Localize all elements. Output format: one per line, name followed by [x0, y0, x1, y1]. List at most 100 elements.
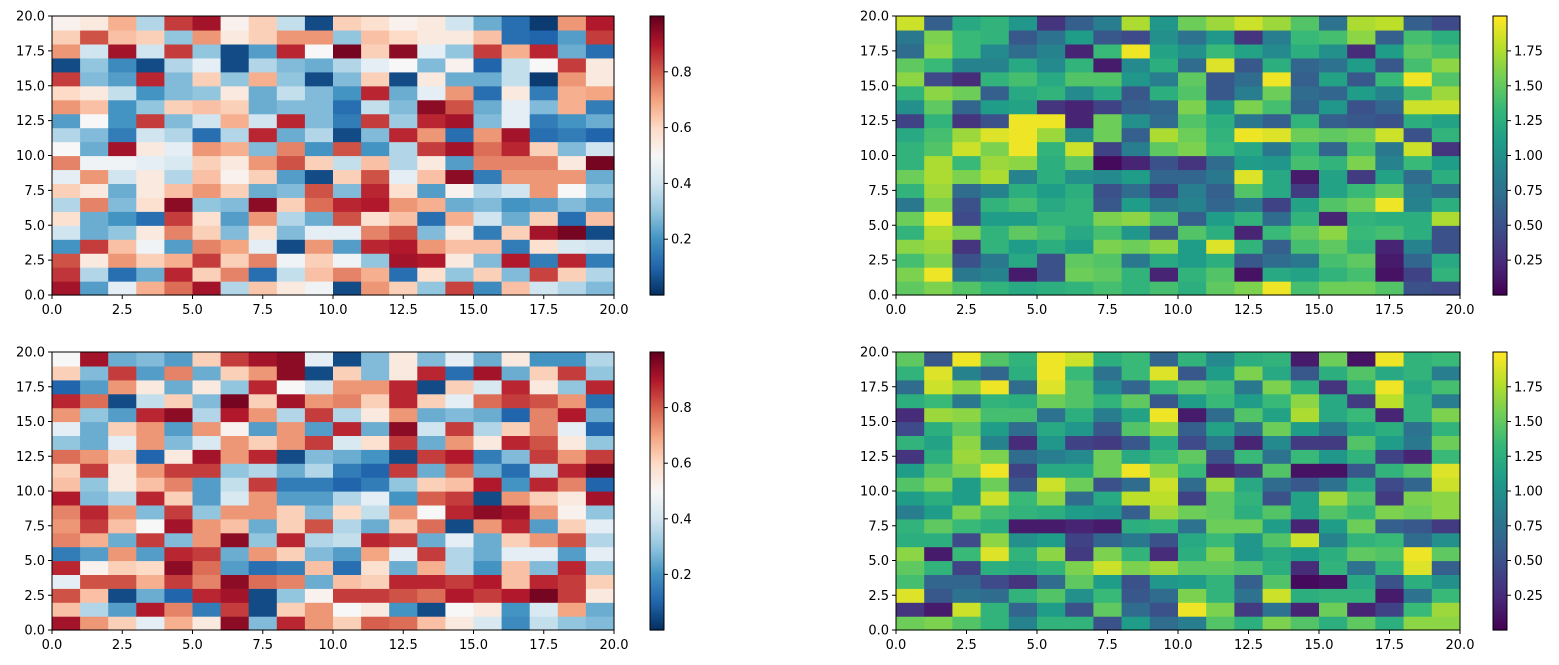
heatmap-cell — [1121, 281, 1151, 296]
heatmap-cell — [1065, 253, 1094, 268]
heatmap-cell — [248, 155, 278, 171]
heatmap-cell — [136, 407, 165, 423]
x-tick-label: 10.0 — [319, 638, 348, 653]
heatmap-cell — [1347, 435, 1376, 450]
colorbar-segment — [650, 99, 664, 103]
heatmap-cell — [1375, 463, 1405, 478]
colorbar-segment — [1493, 69, 1507, 73]
heatmap-cell — [1347, 183, 1376, 198]
heatmap-cell — [1319, 225, 1348, 240]
heatmap-cell — [1234, 43, 1264, 59]
heatmap-cell — [80, 169, 109, 184]
heatmap-cell — [108, 588, 137, 603]
heatmap-cell — [108, 141, 137, 157]
colorbar-segment — [1493, 555, 1507, 559]
heatmap-cell — [220, 16, 250, 31]
heatmap-cell — [1262, 141, 1292, 157]
heatmap-cell — [1149, 253, 1179, 268]
heatmap-cell — [220, 99, 250, 115]
heatmap-cell — [304, 616, 334, 631]
heatmap-cell — [333, 435, 362, 450]
heatmap-cell — [164, 352, 194, 367]
heatmap-cell — [1206, 435, 1235, 450]
colorbar-segment — [650, 451, 664, 455]
colorbar-segment — [1493, 569, 1507, 573]
colorbar-segment — [650, 248, 664, 252]
colorbar-segment — [1493, 167, 1507, 171]
colorbar-segment — [1493, 262, 1507, 266]
heatmap-cell — [192, 393, 222, 409]
colorbar-segment — [650, 227, 664, 231]
heatmap-cell — [980, 518, 1010, 534]
heatmap-cell — [529, 574, 559, 589]
heatmap-cell — [1037, 616, 1066, 631]
colorbar-segment — [1493, 274, 1507, 277]
heatmap-cell — [136, 16, 165, 31]
colorbar-segment — [650, 613, 664, 617]
colorbar-segment — [1493, 267, 1507, 271]
heatmap-cell — [1375, 267, 1405, 282]
heatmap-cell — [1008, 57, 1038, 73]
heatmap-cell — [192, 43, 222, 59]
heatmap-cell — [952, 16, 982, 31]
heatmap-cell — [192, 253, 222, 268]
heatmap-cell — [896, 379, 925, 395]
colorbar-segment — [650, 88, 664, 91]
heatmap-cell — [445, 141, 475, 157]
heatmap-cell — [952, 29, 982, 45]
heatmap-cell — [1375, 85, 1405, 101]
heatmap-cell — [1121, 393, 1151, 409]
heatmap-cell — [501, 616, 531, 631]
y-tick-label: 12.5 — [860, 450, 889, 465]
colorbar-segment — [1493, 588, 1507, 592]
heatmap-cell — [1403, 407, 1433, 423]
heatmap-cell — [1206, 99, 1235, 115]
heatmap-cell — [389, 407, 418, 423]
heatmap-cell — [501, 71, 531, 87]
heatmap-cell — [1149, 71, 1179, 87]
heatmap-cell — [1234, 393, 1264, 409]
heatmap-cell — [108, 211, 137, 226]
heatmap-cell — [333, 365, 362, 381]
colorbar-segment — [650, 537, 664, 541]
heatmap-cell — [417, 393, 446, 409]
heatmap-cell — [501, 85, 531, 101]
heatmap-cell — [980, 546, 1010, 562]
colorbar-segment — [650, 579, 664, 582]
colorbar-segment — [1493, 442, 1507, 446]
heatmap-cell — [1403, 113, 1433, 129]
colorbar-segment — [1493, 276, 1507, 280]
colorbar-segment — [1493, 164, 1507, 168]
heatmap-cell — [1065, 211, 1094, 226]
heatmap-cell — [333, 379, 362, 395]
heatmap-cell — [1065, 71, 1094, 87]
heatmap-cell — [1234, 435, 1264, 450]
heatmap-cell — [557, 113, 587, 129]
heatmap-cell — [445, 85, 475, 101]
heatmap-cell — [192, 57, 222, 73]
heatmap-cell — [361, 393, 390, 409]
heatmap-cell — [417, 16, 446, 31]
heatmap-cell — [1234, 588, 1264, 603]
heatmap-cell — [108, 449, 137, 464]
heatmap-cell — [1037, 155, 1066, 171]
colorbar-segment — [1493, 120, 1507, 124]
heatmap-cell — [220, 518, 250, 534]
heatmap-cell — [557, 281, 587, 296]
heatmap-cell — [361, 616, 390, 631]
heatmap-cell — [501, 57, 531, 73]
heatmap-cell — [389, 85, 418, 101]
heatmap-cell — [1121, 211, 1151, 226]
colorbar-segment — [1493, 64, 1507, 68]
heatmap-cell — [80, 183, 109, 198]
heatmap-cell — [108, 532, 137, 548]
heatmap-cell — [1008, 127, 1038, 143]
heatmap-cell — [924, 113, 953, 129]
heatmap-cell — [473, 393, 503, 409]
heatmap-cell — [333, 71, 362, 87]
heatmap-cell — [473, 491, 503, 506]
heatmap-cell — [473, 85, 503, 101]
heatmap-cell — [1403, 365, 1433, 381]
colorbar-segment — [1493, 581, 1507, 585]
heatmap-cell — [248, 127, 278, 143]
